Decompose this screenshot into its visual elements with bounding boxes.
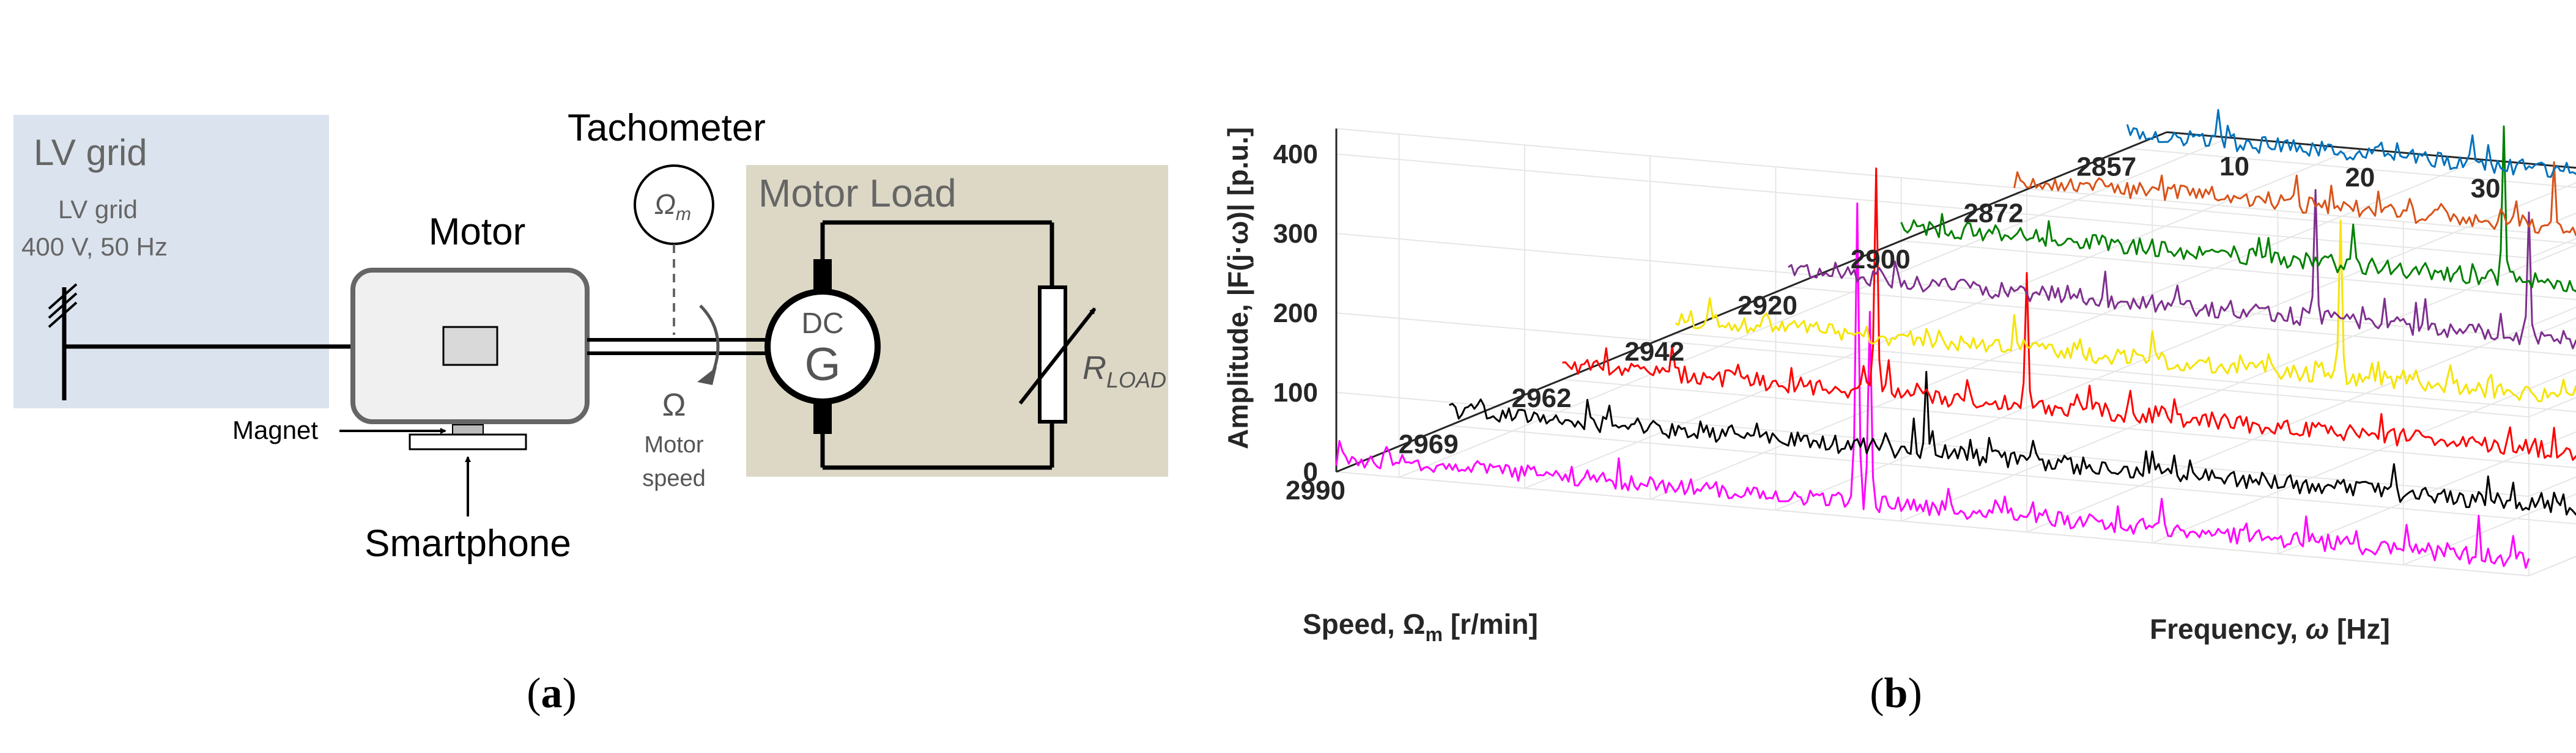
z-axis-label: Amplitude, |F(j·ω)| [p.u.] [1222,127,1254,449]
z-tick-label: 100 [1273,378,1318,408]
motor-terminal [442,326,498,366]
spectrum-series-2969 [1449,370,2576,516]
grid-line-floor-s [1336,471,2530,576]
y-tick-label: 2920 [1738,291,1797,321]
waterfall-chart: 1020304050607080901000100200300400299029… [1222,109,2576,645]
motor-label: Motor [429,211,525,253]
grid-label: LV grid [58,195,138,224]
spectrum-series-2872 [2013,161,2576,237]
generator-dc-label: DC [801,307,843,340]
generator-brush-bottom [813,400,832,434]
chart-ticks: 1020304050607080901000100200300400299029… [1273,139,2501,505]
y-tick-label: 2900 [1851,244,1911,274]
x-tick-label: 10 [2219,152,2249,182]
grid-line-floor-x [1524,148,2356,489]
grid-line-floor-x [1775,182,2576,511]
grid-spec: 400 V, 50 Hz [21,232,168,261]
grid-line-floor-s [2127,147,2576,188]
tachometer-label: Tachometer [568,107,766,149]
z-tick-label: 300 [1273,219,1318,249]
grid-line-floor-s [1788,286,2576,356]
grid-bus-symbol [48,283,78,400]
grid-line-floor-s [1449,425,2576,524]
grid-line-floor-x [2403,493,2576,566]
grid-line-floor-s [1901,240,2576,301]
generator-brush-top [813,259,832,293]
x-tick-label: 20 [2345,163,2375,193]
y-tick-label: 2872 [1964,198,2024,228]
z-tick-label: 0 [1303,457,1318,487]
grid-line-side-z [2528,238,2576,259]
y-axis-line [1336,131,2167,473]
grid-line-back-z [1336,392,2530,497]
y-tick-label: 2857 [2076,152,2136,182]
magnet-label: Magnet [232,416,318,444]
smartphone-body [409,433,527,450]
spectrum-series-2857 [2126,109,2576,178]
grid-line-side-z [2528,397,2576,417]
x-tick-label: 30 [2471,174,2501,204]
rotation-arrowhead [697,367,717,385]
z-tick-label: 400 [1273,139,1318,169]
z-tick-label: 200 [1273,298,1318,328]
y-tick-label: 2969 [1399,429,1459,459]
load-circuit [820,220,1054,470]
tachometer-symbol: Ωm [654,188,691,224]
motor-load-label: Motor Load [758,171,957,215]
tachometer-dial [634,164,714,245]
rload-label: RLOAD [1083,350,1166,392]
spectrum-series-2920 [1788,189,2576,350]
grid-line-floor-s [2014,194,2576,244]
rotation-arrow [699,304,720,375]
load-resistor [1038,285,1067,424]
grid-line-floor-s [1562,378,2576,469]
spectrum-series-2990 [1335,202,2530,569]
smartphone-label: Smartphone [365,523,571,565]
motor-speed-line2: speed [642,466,706,491]
grid-line-floor-s [1675,332,2576,413]
grid-line-back-z [1336,233,2530,338]
spectrum-series-2942 [1675,219,2576,402]
grid-line-floor-x [2152,369,2576,544]
chart-grid [1335,128,2576,576]
chart-series [1335,109,2576,569]
omega-symbol: Ω [662,388,686,423]
grid-line-back-z [1336,153,2530,259]
y-tick-label: 2990 [1286,476,1345,505]
grid-line-back-z [1336,312,2530,417]
motor-speed-line1: Motor [644,432,703,458]
y-axis-label: Speed, Ωm [r/min] [1303,608,1538,645]
motor-shaft [587,338,771,355]
grid-title: LV grid [34,132,147,173]
dc-generator [764,288,881,405]
grid-line-back-top [1336,128,2530,233]
panel-label-b: (b) [1870,670,1922,717]
setup-diagram: LV grid LV grid 400 V, 50 Hz Motor Load … [13,107,1168,565]
panel-label-a: (a) [527,670,577,717]
x-axis-label: Frequency, ω [Hz] [2150,613,2390,645]
generator-g-label: G [804,339,840,391]
spectrum-series-2900 [1900,125,2576,293]
y-tick-label: 2962 [1512,383,1572,413]
grid-line-floor-x [1901,244,2576,522]
grid-line-floor-x [1399,137,2230,478]
grid-line-floor-x [2026,306,2576,533]
spectrum-series-2962 [1562,167,2576,461]
x-axis-line [2166,131,2576,169]
y-tick-label: 2942 [1624,337,1684,367]
variable-resistor-arrow [1018,307,1097,405]
